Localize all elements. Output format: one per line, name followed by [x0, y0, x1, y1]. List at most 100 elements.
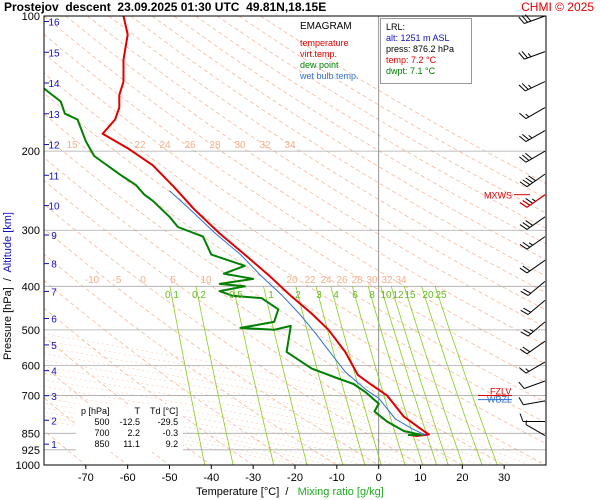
wind-barb [519, 340, 546, 355]
theta-e-label: 5 [170, 275, 176, 286]
pressure-tick-label: 500 [22, 325, 40, 337]
grid-lines [44, 16, 546, 465]
summary-table: p [hPa] T Td [°C] 500 -12.5 -29.5 700 2.… [76, 404, 184, 452]
theta-e-label: 34 [395, 275, 407, 286]
lrl-box: LRL: alt: 1251 m ASL press: 876.2 hPa te… [380, 18, 472, 84]
mixing-ratio-lines [169, 286, 498, 465]
mixing-ratio-line [330, 286, 382, 465]
dry-adiabat [108, 16, 546, 294]
moist-adiabat [44, 412, 329, 465]
moist-adiabat [44, 379, 429, 465]
axes: 1002003004005006007008509251000123456789… [16, 11, 547, 484]
table-cell: -29.5 [157, 417, 179, 427]
legend: EMAGRAM temperature virt.temp. dew point… [295, 18, 375, 85]
table-row: 500 -12.5 -29.5 [76, 417, 183, 428]
wind-barb [519, 173, 546, 188]
altitude-tick-label: 14 [48, 79, 60, 90]
dry-adiabat-label: 28 [209, 140, 221, 151]
wind-barb [518, 380, 546, 389]
wind-barb [525, 420, 546, 437]
wind-barb [519, 216, 546, 230]
mixing-ratio-line [295, 286, 344, 465]
altitude-tick-label: 15 [48, 48, 60, 59]
wbzl-label: WBZL [487, 395, 512, 405]
theta-e-label: -10 [85, 275, 100, 286]
lrl-title: LRL: [386, 22, 406, 32]
mixing-ratio-line [367, 286, 423, 465]
moist-adiabat [44, 386, 413, 465]
altitude-tick-label: 2 [51, 416, 57, 427]
mixing-ratio-line [421, 286, 483, 465]
theta-e-label: 32 [381, 275, 393, 286]
mixing-ratio-label: 4 [333, 290, 339, 301]
mixing-ratio-line [351, 286, 406, 465]
wind-barb [518, 14, 546, 24]
dry-adiabat-label: 34 [284, 140, 296, 151]
dry-adiabat [87, 16, 546, 311]
mixing-ratio-label: 12 [392, 290, 404, 301]
pressure-tick-label: 300 [22, 225, 40, 237]
lrl-dwpt: dwpt: 7.1 °C [386, 66, 436, 76]
altitude-tick-label: 7 [51, 287, 57, 298]
dry-adiabat-label: 15 [66, 140, 78, 151]
mixing-ratio-label: 6 [352, 290, 358, 301]
pressure-tick-label: 700 [22, 390, 40, 402]
dry-adiabat [44, 72, 546, 403]
x-tick-label: -10 [329, 472, 345, 484]
legend-wet-bulb: wet bulb temp. [300, 71, 359, 81]
y-axis-label: Pressure [hPa] [2, 287, 14, 360]
table-cell: -0.3 [162, 428, 179, 438]
fzlv-label: FZLV [490, 386, 511, 396]
dry-adiabat [217, 16, 546, 214]
dry-adiabat [44, 53, 546, 384]
table-header: Td [°C] [150, 406, 179, 416]
wind-barb [520, 300, 546, 315]
dry-adiabat [44, 397, 128, 465]
theta-e-label: 10 [200, 275, 212, 286]
altitude-tick-label: 13 [48, 110, 60, 121]
x-tick-label: 30 [498, 472, 510, 484]
altitude-tick-label: 5 [51, 341, 57, 352]
altitude-axis-label: Altitude [km] [2, 212, 14, 273]
pressure-tick-label: 600 [22, 360, 40, 372]
wind-barb [520, 281, 546, 296]
x-tick-label: -60 [120, 472, 136, 484]
mixing-ratio-line [434, 286, 498, 465]
table-cell: 700 [94, 428, 110, 438]
theta-e-label: 0 [140, 275, 146, 286]
wind-barb [519, 194, 546, 208]
lrl-press: press: 876.2 hPa [386, 44, 455, 54]
mixing-ratio-line [169, 286, 206, 465]
mixing-ratio-label: 1 [268, 290, 274, 301]
lrl-temp: temp: 7.2 °C [386, 55, 437, 65]
x-tick-label: 0 [376, 472, 382, 484]
wind-barb [519, 236, 546, 250]
altitude-tick-label: 6 [51, 315, 57, 326]
altitude-tick-label: 12 [48, 141, 60, 152]
table-header: p [hPa] [81, 406, 110, 416]
mixing-ratio-label: 10 [380, 290, 392, 301]
wind-barb [519, 150, 546, 163]
wind-barb [518, 81, 546, 92]
mixing-ratio-label: 0.2 [192, 290, 206, 301]
table-cell: 500 [94, 417, 110, 427]
table-row: 850 11.1 9.2 [76, 439, 183, 450]
altitude-tick-label: 11 [49, 171, 60, 182]
theta-e-label: 24 [320, 275, 332, 286]
wind-barb [519, 361, 546, 374]
chart-title: Prostejov descent 23.09.2025 01:30 UTC 4… [4, 0, 326, 14]
x-tick-label: -70 [78, 472, 94, 484]
pressure-tick-label: 850 [22, 428, 40, 440]
wind-barb [518, 397, 546, 406]
table-cell: -12.5 [119, 417, 141, 427]
theta-e-label: 20 [286, 275, 298, 286]
wind-barb [518, 51, 546, 60]
x-axis-title: Temperature [°C] / Mixing ratio [g/kg] [196, 486, 384, 498]
altitude-tick-label: 16 [48, 18, 60, 29]
in-plot-labels: 15 22 24 26 28 30 32 34-10 -5 0 5 10 20 22 24 26 28 30 32 3… [66, 140, 447, 301]
mixing-ratio-axis-label: Mixing ratio [g/kg] [297, 486, 384, 498]
table-cell: 9.2 [165, 439, 179, 449]
series-temperature [101, 16, 430, 437]
table-cell: 2.2 [127, 428, 141, 438]
